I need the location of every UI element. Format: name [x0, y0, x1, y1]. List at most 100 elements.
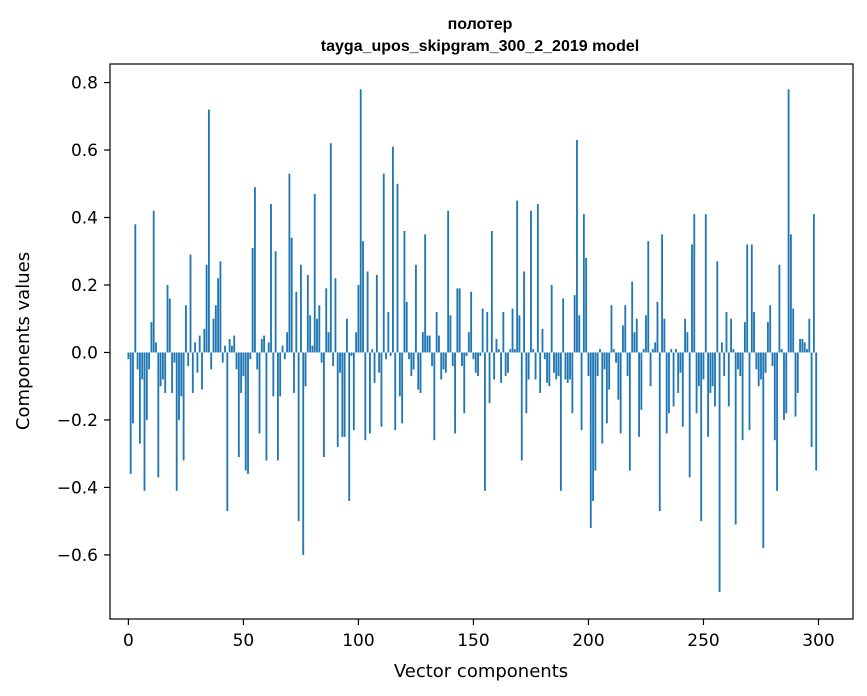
bar-159 [493, 352, 496, 380]
bar-80 [311, 345, 314, 353]
x-tick-label: 250 [687, 631, 719, 651]
bar-208 [605, 352, 608, 424]
bar-285 [783, 352, 785, 420]
bar-209 [608, 352, 611, 390]
x-axis-label: Vector components [394, 661, 568, 682]
bar-178 [536, 204, 539, 353]
bar-103 [364, 352, 367, 441]
bar-236 [670, 349, 673, 353]
bar-216 [624, 305, 627, 353]
bar-9 [148, 352, 151, 370]
bar-119 [401, 352, 404, 424]
bar-36 [210, 352, 213, 370]
bar-60 [265, 352, 268, 461]
bar-10 [150, 322, 153, 353]
bar-79 [309, 315, 312, 353]
bar-206 [601, 352, 604, 444]
bar-249 [700, 352, 703, 522]
bar-294 [803, 342, 806, 353]
bar-23 [180, 352, 183, 397]
bar-155 [484, 352, 486, 491]
bar-41 [221, 352, 224, 363]
chart-subtitle: tayga_upos_skipgram_300_2_2019 model [321, 38, 639, 55]
bar-108 [375, 274, 378, 353]
bar-127 [419, 352, 422, 393]
bar-113 [387, 311, 390, 353]
bar-118 [398, 352, 401, 397]
bar-241 [681, 352, 684, 427]
bar-237 [672, 352, 675, 407]
bar-63 [272, 352, 275, 397]
bar-199 [585, 258, 588, 353]
bar-192 [569, 352, 571, 380]
bar-83 [318, 305, 321, 353]
bar-75 [300, 264, 302, 353]
bar-196 [578, 315, 581, 353]
bar-193 [571, 352, 574, 414]
bar-131 [428, 335, 431, 353]
bar-73 [295, 291, 298, 353]
bar-20 [173, 352, 176, 363]
bar-149 [470, 291, 473, 353]
bar-215 [622, 325, 624, 353]
bar-217 [626, 352, 629, 377]
bar-203 [594, 352, 597, 471]
bar-134 [435, 311, 438, 353]
bar-290 [794, 352, 797, 417]
bar-205 [599, 349, 601, 353]
bar-234 [665, 352, 668, 434]
bar-92 [339, 352, 341, 373]
bar-281 [773, 352, 776, 441]
bar-264 [734, 352, 737, 525]
bar-74 [297, 352, 300, 522]
bar-16 [164, 352, 167, 393]
bar-112 [385, 352, 387, 360]
y-tick-label: 0.8 [71, 74, 98, 94]
bar-265 [737, 352, 739, 370]
bar-115 [392, 146, 394, 353]
bar-129 [424, 234, 427, 353]
bar-110 [380, 352, 383, 427]
bar-64 [274, 251, 277, 353]
bar-262 [730, 318, 732, 353]
bar-166 [509, 349, 512, 353]
bar-99 [355, 332, 358, 353]
bar-277 [764, 352, 767, 373]
y-tick-label: −0.6 [57, 546, 98, 566]
bar-220 [633, 332, 636, 353]
bar-47 [235, 352, 238, 370]
bar-84 [320, 352, 323, 363]
bar-204 [596, 352, 599, 377]
bar-271 [750, 244, 753, 353]
bar-188 [559, 352, 562, 491]
bar-29 [194, 342, 197, 353]
bar-279 [769, 305, 772, 353]
bar-39 [217, 278, 220, 353]
bar-219 [631, 281, 634, 353]
bar-100 [357, 284, 360, 353]
bar-17 [166, 284, 169, 353]
bar-28 [191, 352, 194, 393]
bar-72 [293, 352, 295, 393]
bar-169 [516, 200, 519, 353]
bar-201 [589, 352, 592, 528]
bar-152 [477, 352, 479, 377]
bar-261 [727, 352, 730, 407]
bar-212 [615, 352, 617, 363]
bar-58 [260, 338, 263, 353]
bar-77 [304, 352, 307, 387]
bar-122 [408, 352, 410, 360]
bar-184 [550, 284, 553, 353]
bar-227 [649, 352, 652, 387]
bar-185 [553, 352, 555, 373]
bar-286 [785, 352, 788, 414]
bar-0 [127, 352, 130, 360]
bar-163 [502, 311, 505, 353]
bar-273 [755, 352, 758, 370]
bar-229 [654, 342, 657, 353]
bar-137 [442, 352, 445, 370]
bar-293 [801, 338, 804, 353]
y-tick-label: 0.0 [71, 343, 98, 363]
bar-117 [396, 183, 399, 353]
bar-238 [674, 349, 677, 353]
